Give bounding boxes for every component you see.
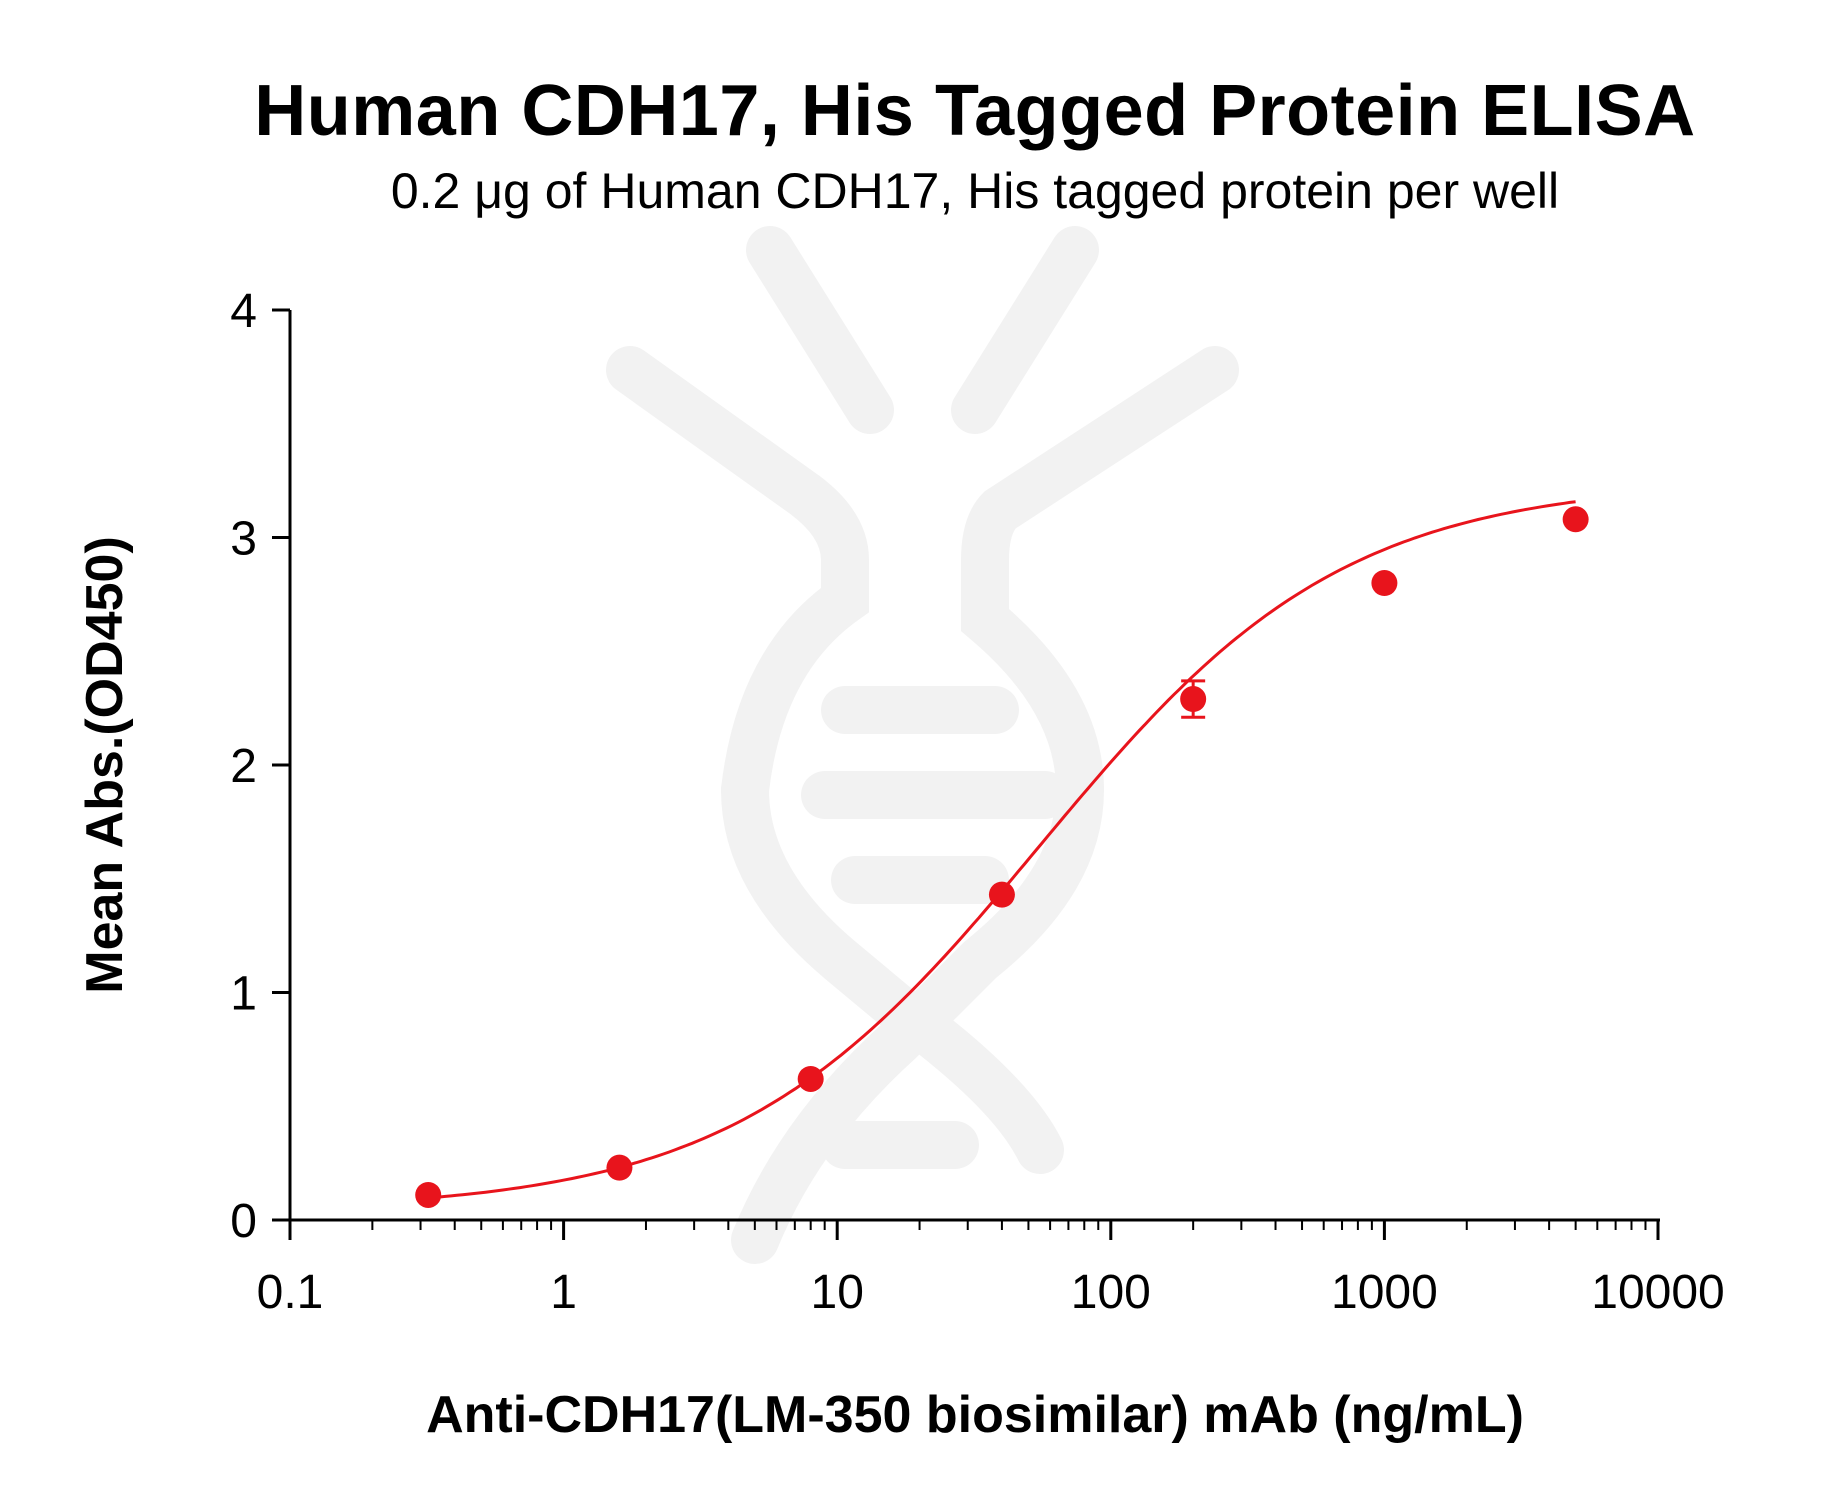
chart-title: Human CDH17, His Tagged Protein ELISA (254, 71, 1696, 151)
data-point (797, 1065, 824, 1092)
x-tick-label: 100 (1071, 1266, 1151, 1319)
y-tick-label: 4 (230, 285, 257, 338)
x-tick-label: 10000 (1591, 1266, 1724, 1319)
y-tick-label: 1 (230, 968, 257, 1021)
data-point (1562, 506, 1589, 533)
y-tick-label: 3 (230, 513, 257, 566)
y-axis-title: Mean Abs.(OD450) (76, 536, 134, 994)
data-point (606, 1154, 633, 1181)
watermark-logo (606, 226, 1239, 1264)
data-point (1180, 686, 1207, 713)
y-axis: 0 1 2 3 4 (230, 285, 290, 1248)
x-tick-label: 10 (811, 1266, 864, 1319)
data-points (415, 506, 1589, 1208)
y-tick-label: 0 (230, 1195, 257, 1248)
data-point (988, 881, 1015, 908)
x-tick-label: 0.1 (257, 1266, 324, 1319)
data-point (1371, 570, 1398, 596)
x-tick-label: 1000 (1331, 1266, 1438, 1319)
y-tick-label: 2 (230, 740, 257, 793)
data-point (415, 1181, 442, 1208)
x-axis-title: Anti-CDH17(LM-350 biosimilar) mAb (ng/mL… (426, 1386, 1524, 1444)
chart-subtitle: 0.2 μg of Human CDH17, His tagged protei… (390, 163, 1560, 219)
x-tick-label: 1 (550, 1266, 577, 1319)
x-axis: 0.1 1 10 100 1000 10000 (257, 1220, 1725, 1319)
